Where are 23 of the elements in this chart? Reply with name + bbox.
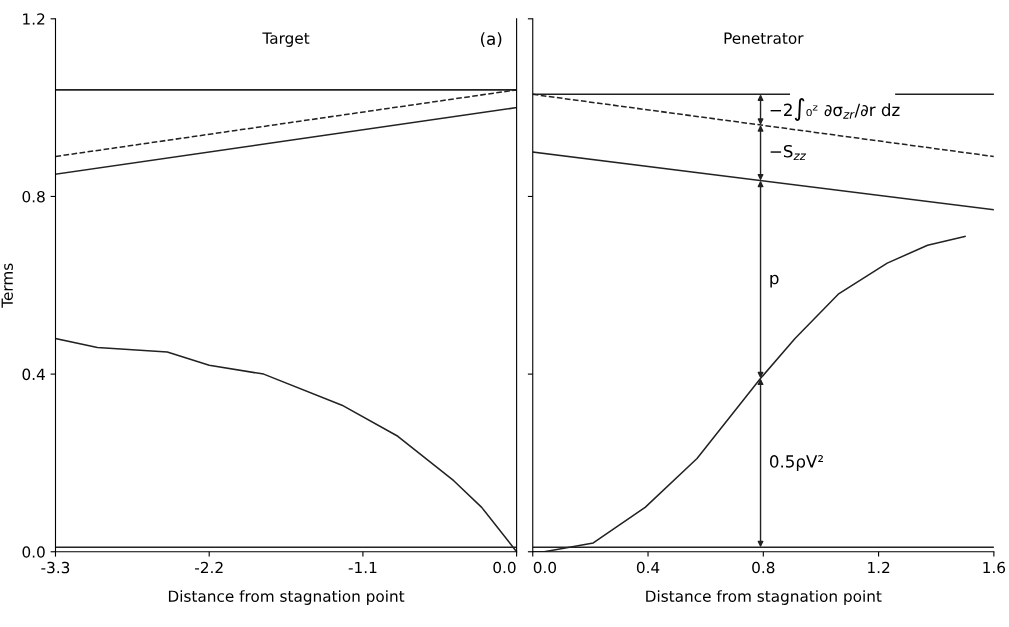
annotation: p xyxy=(770,274,779,288)
text: Penetrator xyxy=(724,32,804,44)
annotation: −2∫₀ᶻ ∂σ$_{zr}$/∂r dz xyxy=(770,98,900,121)
annotation: −S$_{zz}$ xyxy=(770,144,807,160)
y-tick-label: 0.8 xyxy=(22,190,45,203)
x-tick-label: -2.2 xyxy=(195,561,223,574)
y-tick-label: 1.2 xyxy=(23,13,45,25)
x-tick-label: 0.4 xyxy=(636,561,660,574)
x-axis-title: Distance from stagnation point xyxy=(168,590,405,605)
annotation: 0.5ρV² xyxy=(769,455,823,471)
x-tick-label: 0.8 xyxy=(752,561,775,574)
y-tick-label: 0.4 xyxy=(22,368,45,381)
x-tick-label: 1.2 xyxy=(868,561,890,574)
x-tick-label: -1.1 xyxy=(348,561,377,574)
annotation: (a) xyxy=(480,32,502,47)
y-axis-title: Terms xyxy=(1,263,13,308)
x-tick-label: 1.6 xyxy=(983,561,1006,574)
y-tick-label: 0.0 xyxy=(22,546,45,558)
x-axis-title: Distance from stagnation point xyxy=(646,590,882,605)
text: Target xyxy=(262,32,310,47)
x-tick-label: -3.3 xyxy=(41,561,70,574)
x-tick-label: 0.0 xyxy=(533,561,557,574)
x-tick-label: 0.0 xyxy=(493,561,516,574)
